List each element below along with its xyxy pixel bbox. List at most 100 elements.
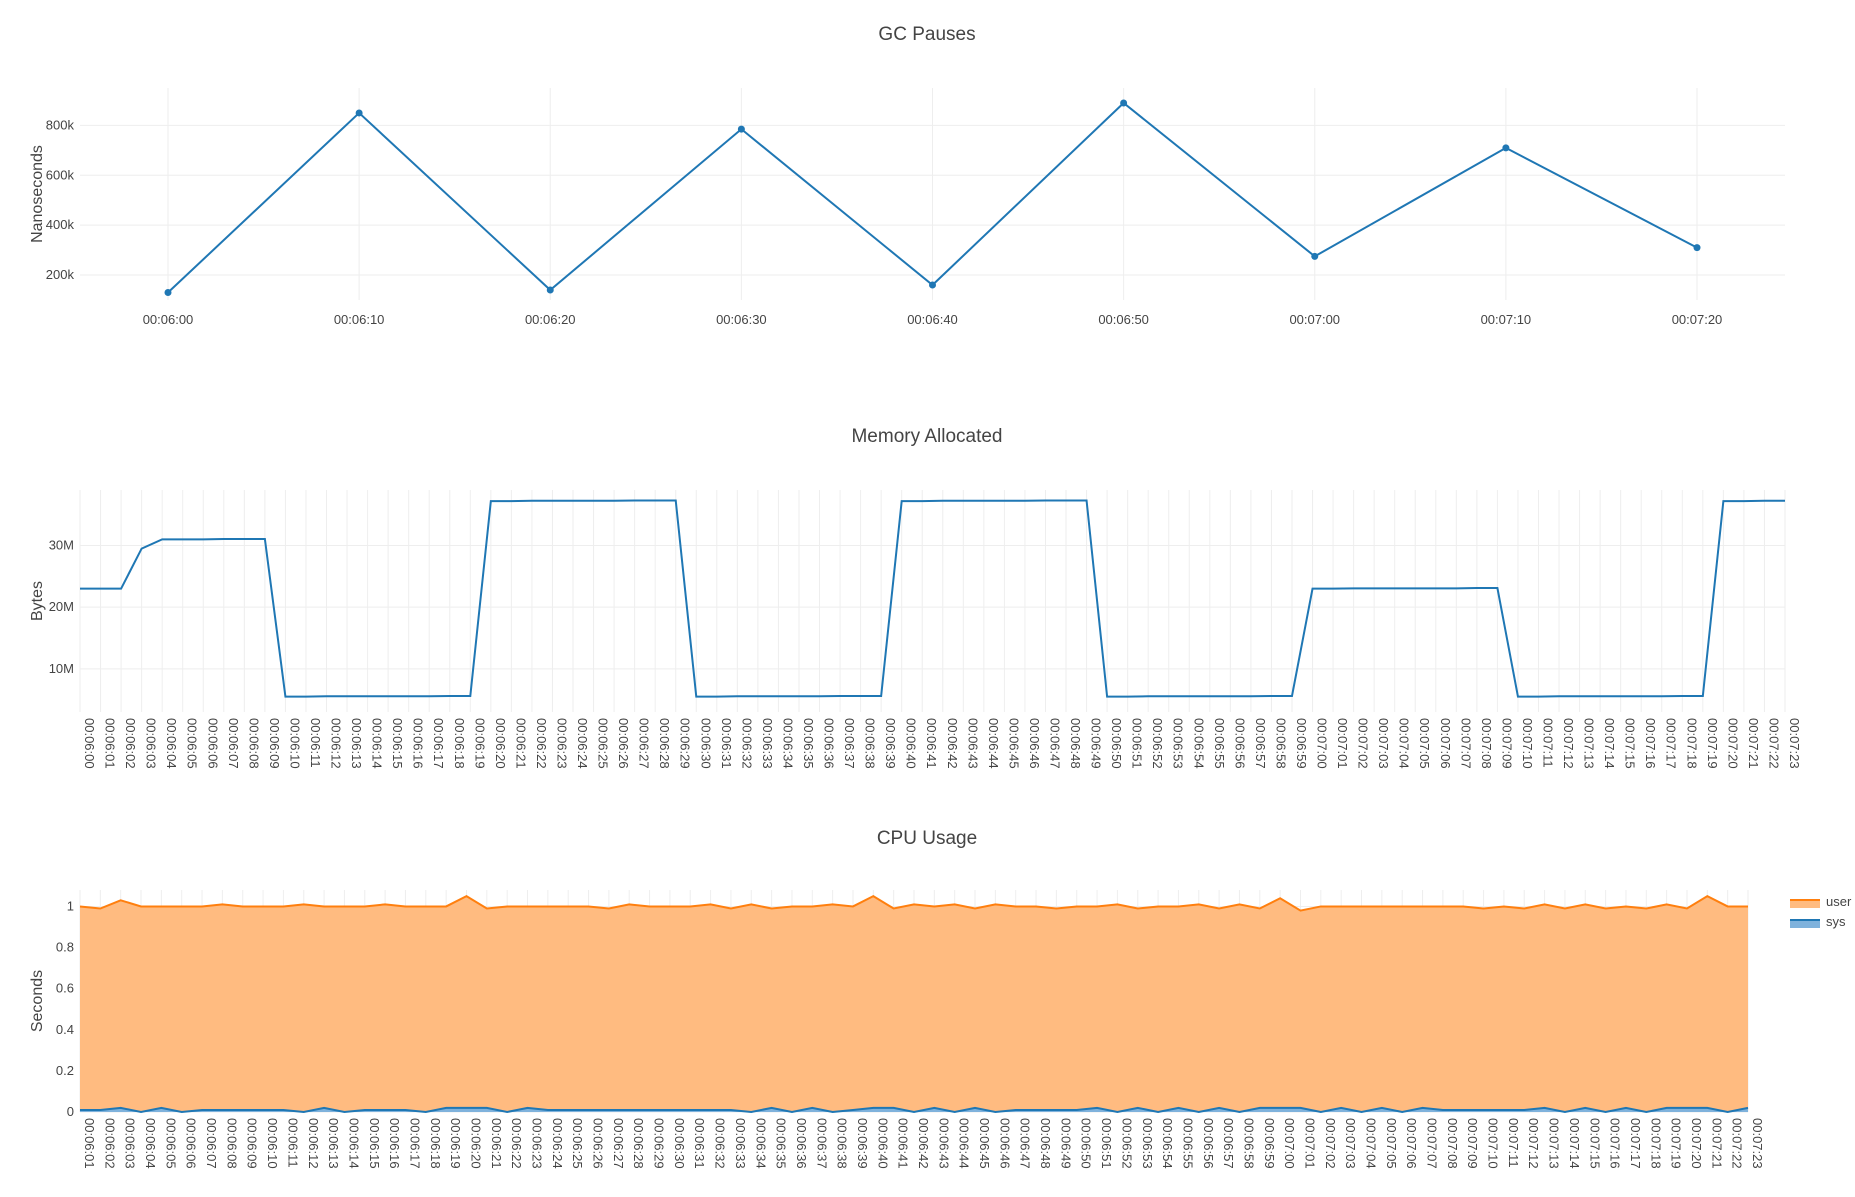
x-tick-label: 00:06:26	[591, 1118, 606, 1169]
y-axis-title: Bytes	[29, 581, 46, 621]
x-tick-label: 00:07:23	[1787, 718, 1802, 769]
chart-title: GC Pauses	[878, 24, 975, 45]
x-tick-label: 00:07:20	[1672, 312, 1723, 327]
x-tick-label: 00:06:58	[1273, 718, 1288, 769]
x-tick-label: 00:07:06	[1404, 1118, 1419, 1169]
y-tick-label: 0.4	[56, 1022, 74, 1037]
x-tick-label: 00:07:13	[1582, 718, 1597, 769]
x-tick-label: 00:07:00	[1282, 1118, 1297, 1169]
x-tick-label: 00:06:03	[144, 718, 159, 769]
x-tick-label: 00:07:14	[1567, 1118, 1582, 1169]
x-tick-label: 00:07:22	[1730, 1118, 1745, 1169]
x-tick-label: 00:06:06	[184, 1118, 199, 1169]
x-tick-label: 00:07:22	[1766, 718, 1781, 769]
x-tick-label: 00:07:21	[1746, 718, 1761, 769]
y-tick-label: 800k	[46, 117, 75, 132]
x-tick-label: 00:06:46	[1027, 718, 1042, 769]
x-tick-label: 00:06:12	[329, 718, 344, 769]
x-tick-label: 00:06:48	[1068, 718, 1083, 769]
x-tick-label: 00:07:07	[1458, 718, 1473, 769]
x-tick-label: 00:06:34	[753, 1118, 768, 1169]
x-tick-label: 00:06:58	[1241, 1118, 1256, 1169]
x-tick-label: 00:06:13	[326, 1118, 341, 1169]
y-axis-title: Nanoseconds	[29, 145, 46, 243]
x-tick-label: 00:06:14	[370, 718, 385, 769]
x-tick-label: 00:07:19	[1705, 718, 1720, 769]
x-tick-label: 00:06:27	[611, 1118, 626, 1169]
y-tick-label: 1	[67, 898, 74, 913]
x-tick-label: 00:06:08	[224, 1118, 239, 1169]
sys-area	[80, 1107, 1748, 1112]
series-line	[80, 499, 1785, 698]
x-tick-label: 00:06:29	[678, 718, 693, 769]
x-tick-label: 00:06:04	[164, 718, 179, 769]
data-point	[737, 125, 745, 133]
x-tick-label: 00:06:06	[205, 718, 220, 769]
x-tick-label: 00:06:16	[411, 718, 426, 769]
x-tick-label: 00:07:19	[1669, 1118, 1684, 1169]
y-tick-label: 10M	[49, 661, 74, 676]
x-tick-label: 00:06:33	[733, 1118, 748, 1169]
x-tick-label: 00:06:11	[308, 718, 323, 768]
data-point	[546, 286, 554, 294]
x-tick-label: 00:07:10	[1486, 1118, 1501, 1169]
x-tick-label: 00:06:41	[924, 718, 939, 769]
data-point	[1693, 244, 1701, 252]
x-tick-label: 00:07:23	[1750, 1118, 1765, 1169]
x-tick-label: 00:06:04	[143, 1118, 158, 1169]
x-tick-label: 00:07:02	[1356, 718, 1371, 769]
x-tick-label: 00:06:35	[801, 718, 816, 769]
x-tick-label: 00:06:28	[631, 1118, 646, 1169]
data-point	[1311, 252, 1319, 260]
x-tick-label: 00:07:09	[1499, 718, 1514, 769]
x-tick-label: 00:07:18	[1684, 718, 1699, 769]
legend-label-sys: sys	[1826, 914, 1846, 929]
x-tick-label: 00:07:21	[1709, 1118, 1724, 1169]
x-tick-label: 00:06:09	[245, 1118, 260, 1169]
y-tick-label: 30M	[49, 538, 74, 553]
x-tick-label: 00:06:57	[1221, 1118, 1236, 1169]
x-tick-label: 00:06:41	[896, 1118, 911, 1169]
x-tick-label: 00:06:21	[489, 1118, 504, 1169]
y-tick-label: 400k	[46, 217, 75, 232]
x-tick-label: 00:06:46	[997, 1118, 1012, 1169]
x-tick-label: 00:06:31	[719, 718, 734, 769]
x-tick-label: 00:06:11	[285, 1118, 300, 1168]
x-tick-label: 00:06:00	[82, 718, 97, 769]
x-tick-label: 00:06:45	[1006, 718, 1021, 769]
x-tick-label: 00:06:26	[616, 718, 631, 769]
y-tick-label: 0.2	[56, 1063, 74, 1078]
x-tick-label: 00:06:42	[945, 718, 960, 769]
x-tick-label: 00:06:59	[1294, 718, 1309, 769]
x-tick-label: 00:06:44	[957, 1118, 972, 1169]
x-tick-label: 00:06:43	[965, 718, 980, 769]
x-tick-label: 00:06:55	[1180, 1118, 1195, 1169]
x-tick-label: 00:06:19	[472, 718, 487, 769]
x-tick-label: 00:07:16	[1608, 1118, 1623, 1169]
x-tick-label: 00:06:32	[739, 718, 754, 769]
x-tick-label: 00:06:17	[431, 718, 446, 769]
x-tick-label: 00:07:12	[1526, 1118, 1541, 1169]
data-point	[164, 289, 172, 297]
x-tick-label: 00:07:10	[1520, 718, 1535, 769]
x-tick-label: 00:06:54	[1160, 1118, 1175, 1169]
x-tick-label: 00:06:25	[596, 718, 611, 769]
x-tick-label: 00:06:21	[513, 718, 528, 769]
x-tick-label: 00:06:59	[1262, 1118, 1277, 1169]
x-tick-label: 00:06:12	[306, 1118, 321, 1169]
x-tick-label: 00:06:19	[448, 1118, 463, 1169]
x-tick-label: 00:06:56	[1201, 1118, 1216, 1169]
x-tick-label: 00:07:15	[1623, 718, 1638, 769]
x-tick-label: 00:06:35	[774, 1118, 789, 1169]
x-tick-label: 00:06:40	[904, 718, 919, 769]
x-tick-label: 00:06:07	[226, 718, 241, 769]
x-tick-label: 00:06:36	[794, 1118, 809, 1169]
data-point	[1120, 99, 1128, 107]
x-tick-label: 00:06:10	[287, 718, 302, 769]
x-tick-label: 00:07:20	[1689, 1118, 1704, 1169]
x-tick-label: 00:06:20	[525, 312, 576, 327]
x-tick-label: 00:06:43	[936, 1118, 951, 1169]
y-tick-label: 600k	[46, 167, 75, 182]
memory-allocated-chart: Memory Allocated 10M 20M 30M Bytes 00:06:00 0…	[29, 426, 1802, 769]
